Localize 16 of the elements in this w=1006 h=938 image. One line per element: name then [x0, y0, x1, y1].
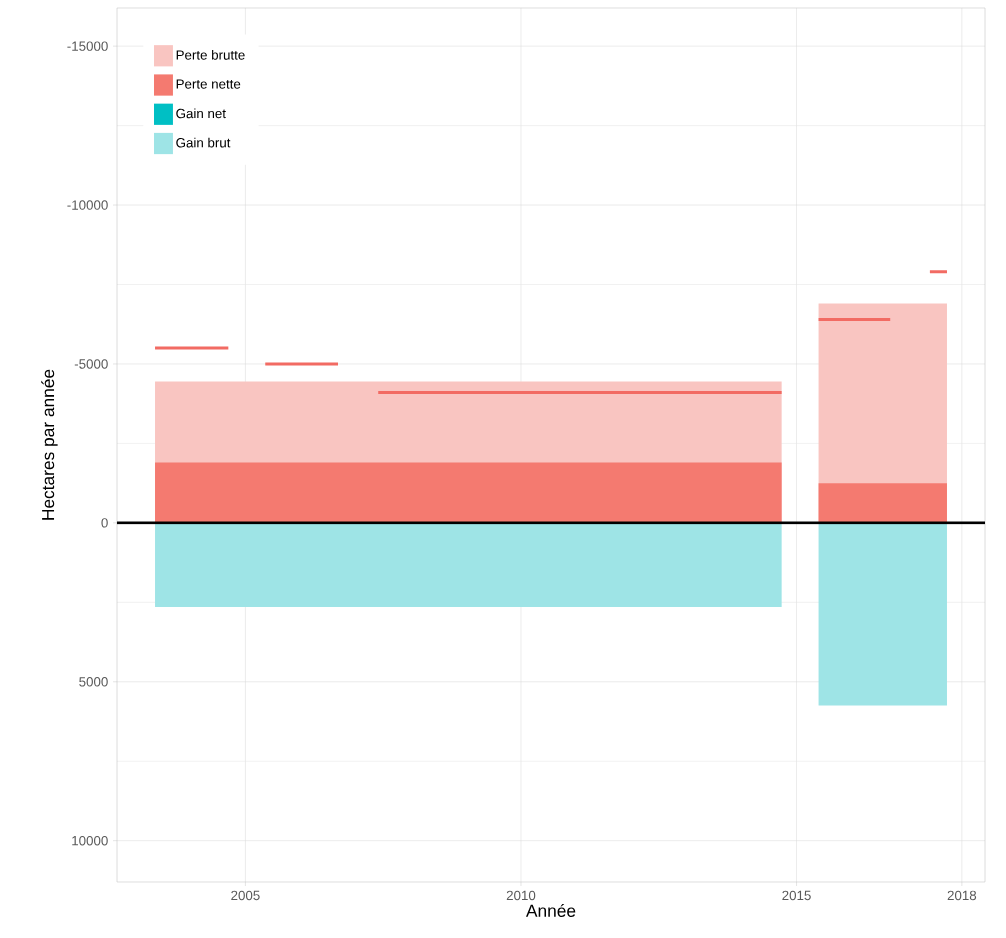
x-tick-label: 2018: [947, 890, 977, 901]
x-axis-title: Année: [525, 903, 576, 917]
y-tick-label: -15000: [67, 41, 108, 51]
x-tick-label: 2015: [782, 890, 811, 901]
x-tick-label: 2010: [506, 890, 536, 901]
legend-label: Gain net: [176, 108, 226, 119]
legend-label: Perte nette: [176, 79, 241, 89]
y-tick-label: -10000: [67, 200, 108, 210]
y-tick-label: 10000: [72, 835, 108, 846]
legend-label: Gain brut: [176, 137, 231, 148]
y-tick-label: 5000: [79, 677, 108, 687]
y-tick-label: 0: [101, 518, 108, 528]
legend-label: Perte brutte: [176, 49, 245, 60]
y-axis-title: Hectares par année: [41, 369, 58, 520]
y-tick-label: -5000: [74, 359, 108, 369]
x-tick-label: 2005: [231, 890, 260, 901]
